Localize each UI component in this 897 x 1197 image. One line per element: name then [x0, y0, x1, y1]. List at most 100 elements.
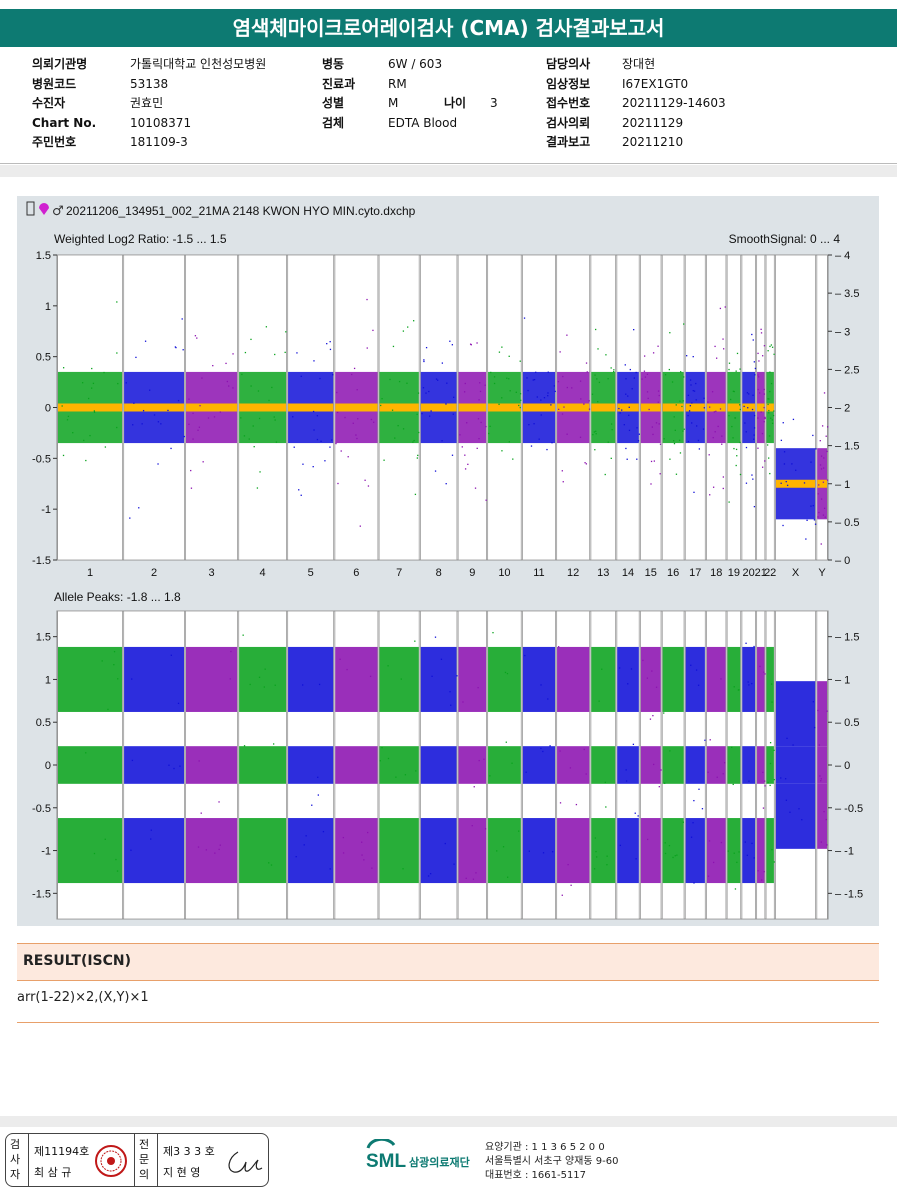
allele-peak-point [707, 875, 710, 877]
smooth-signal-line [662, 403, 684, 412]
y2-tick-label: – 1 [835, 479, 850, 491]
allele-peak-point [558, 646, 560, 648]
allele-peak-point [669, 750, 671, 752]
y-tick-label: 0.5 [36, 717, 51, 729]
log2-ratio-point [611, 429, 613, 431]
allele-peak-point [646, 677, 649, 679]
field-value: 181109-3 [130, 135, 188, 149]
allele-peak-point [635, 858, 637, 860]
log2-ratio-point [92, 382, 95, 385]
allele-peak-point [708, 840, 711, 842]
allele-peak-point [311, 804, 313, 806]
allele-peak-point [634, 812, 636, 814]
allele-peak-point [664, 852, 667, 855]
smooth-signal-line [775, 479, 816, 488]
patient-info-col1: 의뢰기관명 가톨릭대학교 인천성모병원 병원코드 53138 수진자 권효민 Char… [32, 57, 266, 155]
log2-ratio-point [768, 457, 770, 459]
allele-peak-point [427, 875, 430, 877]
log2-ratio-point [772, 414, 775, 417]
allele-peak-point [381, 747, 383, 749]
log2-ratio-point [753, 438, 755, 440]
log2-ratio-point [763, 388, 765, 391]
log2-ratio-point [316, 438, 319, 441]
log2-ratio-point [757, 417, 759, 419]
cma-chart: ♂ 20211206_134951_002_21MA 2148 KWON HYO… [26, 201, 863, 920]
allele-peak-point [131, 678, 133, 680]
field-label: 접수번호 [546, 96, 591, 110]
log2-ratio-point [724, 306, 726, 308]
allele-peak-point [598, 700, 600, 702]
log2-ratio-point [753, 414, 756, 417]
log2-ratio-point [355, 434, 357, 436]
log2-ratio-point [518, 404, 520, 407]
allele-peak-band [727, 746, 741, 784]
allele-peak-band [335, 646, 378, 712]
allele-peak-point [712, 861, 715, 864]
y-tick-label: 0.5 [36, 352, 51, 364]
log2-ratio-point [445, 403, 447, 405]
allele-peak-point [716, 776, 718, 778]
log2-ratio-point [757, 388, 759, 391]
log2-ratio-point [177, 399, 180, 402]
log2-ratio-point [709, 494, 711, 496]
log2-ratio-point [669, 332, 671, 334]
log2-ratio-point [417, 454, 419, 457]
log2-ratio-point [768, 398, 770, 400]
chip-icon [26, 201, 35, 216]
log2-ratio-point [340, 450, 342, 452]
address-line: 대표번호 : 1661-5117 [485, 1170, 587, 1181]
log2-ratio-point [540, 399, 542, 401]
log2-ratio-point [296, 352, 298, 354]
log2-ratio-point [449, 340, 451, 342]
allele-peak-point [502, 846, 505, 848]
allele-peak-point [218, 801, 220, 803]
log2-ratio-point [461, 446, 463, 448]
allele-peak-point [606, 855, 608, 857]
y2-tick-label: – 2.5 [835, 364, 859, 376]
allele-peak-point [736, 861, 738, 864]
allele-peak-point [760, 879, 763, 881]
log2-ratio-point [320, 440, 322, 442]
log2-ratio-point [754, 367, 757, 370]
smooth-signal-line [727, 403, 741, 412]
allele-peak-band [458, 746, 487, 784]
log2-ratio-point [381, 397, 383, 400]
allele-peak-band [522, 746, 556, 784]
log2-ratio-point [780, 482, 782, 484]
log2-ratio-point [566, 433, 568, 435]
log2-ratio-point [760, 328, 762, 330]
y2-tick-label: – 1.5 [835, 632, 859, 644]
allele-peak-point [117, 678, 119, 680]
age-value: 3 [490, 96, 498, 110]
field-label: 진료과 [322, 76, 356, 91]
allele-peak-point [361, 854, 363, 856]
org-name: 삼광의료재단 [409, 1155, 470, 1169]
log2-ratio-point [157, 421, 160, 423]
allele-peak-band [617, 646, 639, 712]
address-line: 서울특별시 서초구 양재동 9-60 [485, 1156, 619, 1167]
allele-peak-band [742, 646, 756, 712]
log2-ratio-point [792, 418, 795, 421]
log2-ratio-point [627, 395, 629, 397]
log2-ratio-point [818, 484, 820, 486]
allele-peak-point [504, 671, 507, 674]
log2-ratio-point [585, 463, 588, 465]
log2-ratio-point [769, 390, 771, 393]
log2-ratio-point [692, 355, 694, 358]
allele-peak-band [766, 818, 774, 884]
log2-ratio-point [595, 433, 597, 435]
allele-peak-point [429, 873, 432, 875]
log2-ratio-point [703, 407, 705, 409]
log2-ratio-point [142, 409, 145, 412]
log2-ratio-point [474, 487, 477, 489]
allele-peak-band [775, 746, 816, 784]
log2-ratio-point [657, 345, 659, 347]
smooth-signal-line [488, 403, 521, 412]
allele-peak-point [601, 668, 603, 670]
log2-ratio-point [702, 428, 705, 430]
allele-peak-point [672, 856, 674, 859]
y-tick-label: 0 [45, 760, 51, 772]
log2-ratio-point [302, 463, 304, 465]
signer-left-name: 최 삼 규 [34, 1166, 72, 1179]
allele-peak-point [131, 759, 134, 762]
